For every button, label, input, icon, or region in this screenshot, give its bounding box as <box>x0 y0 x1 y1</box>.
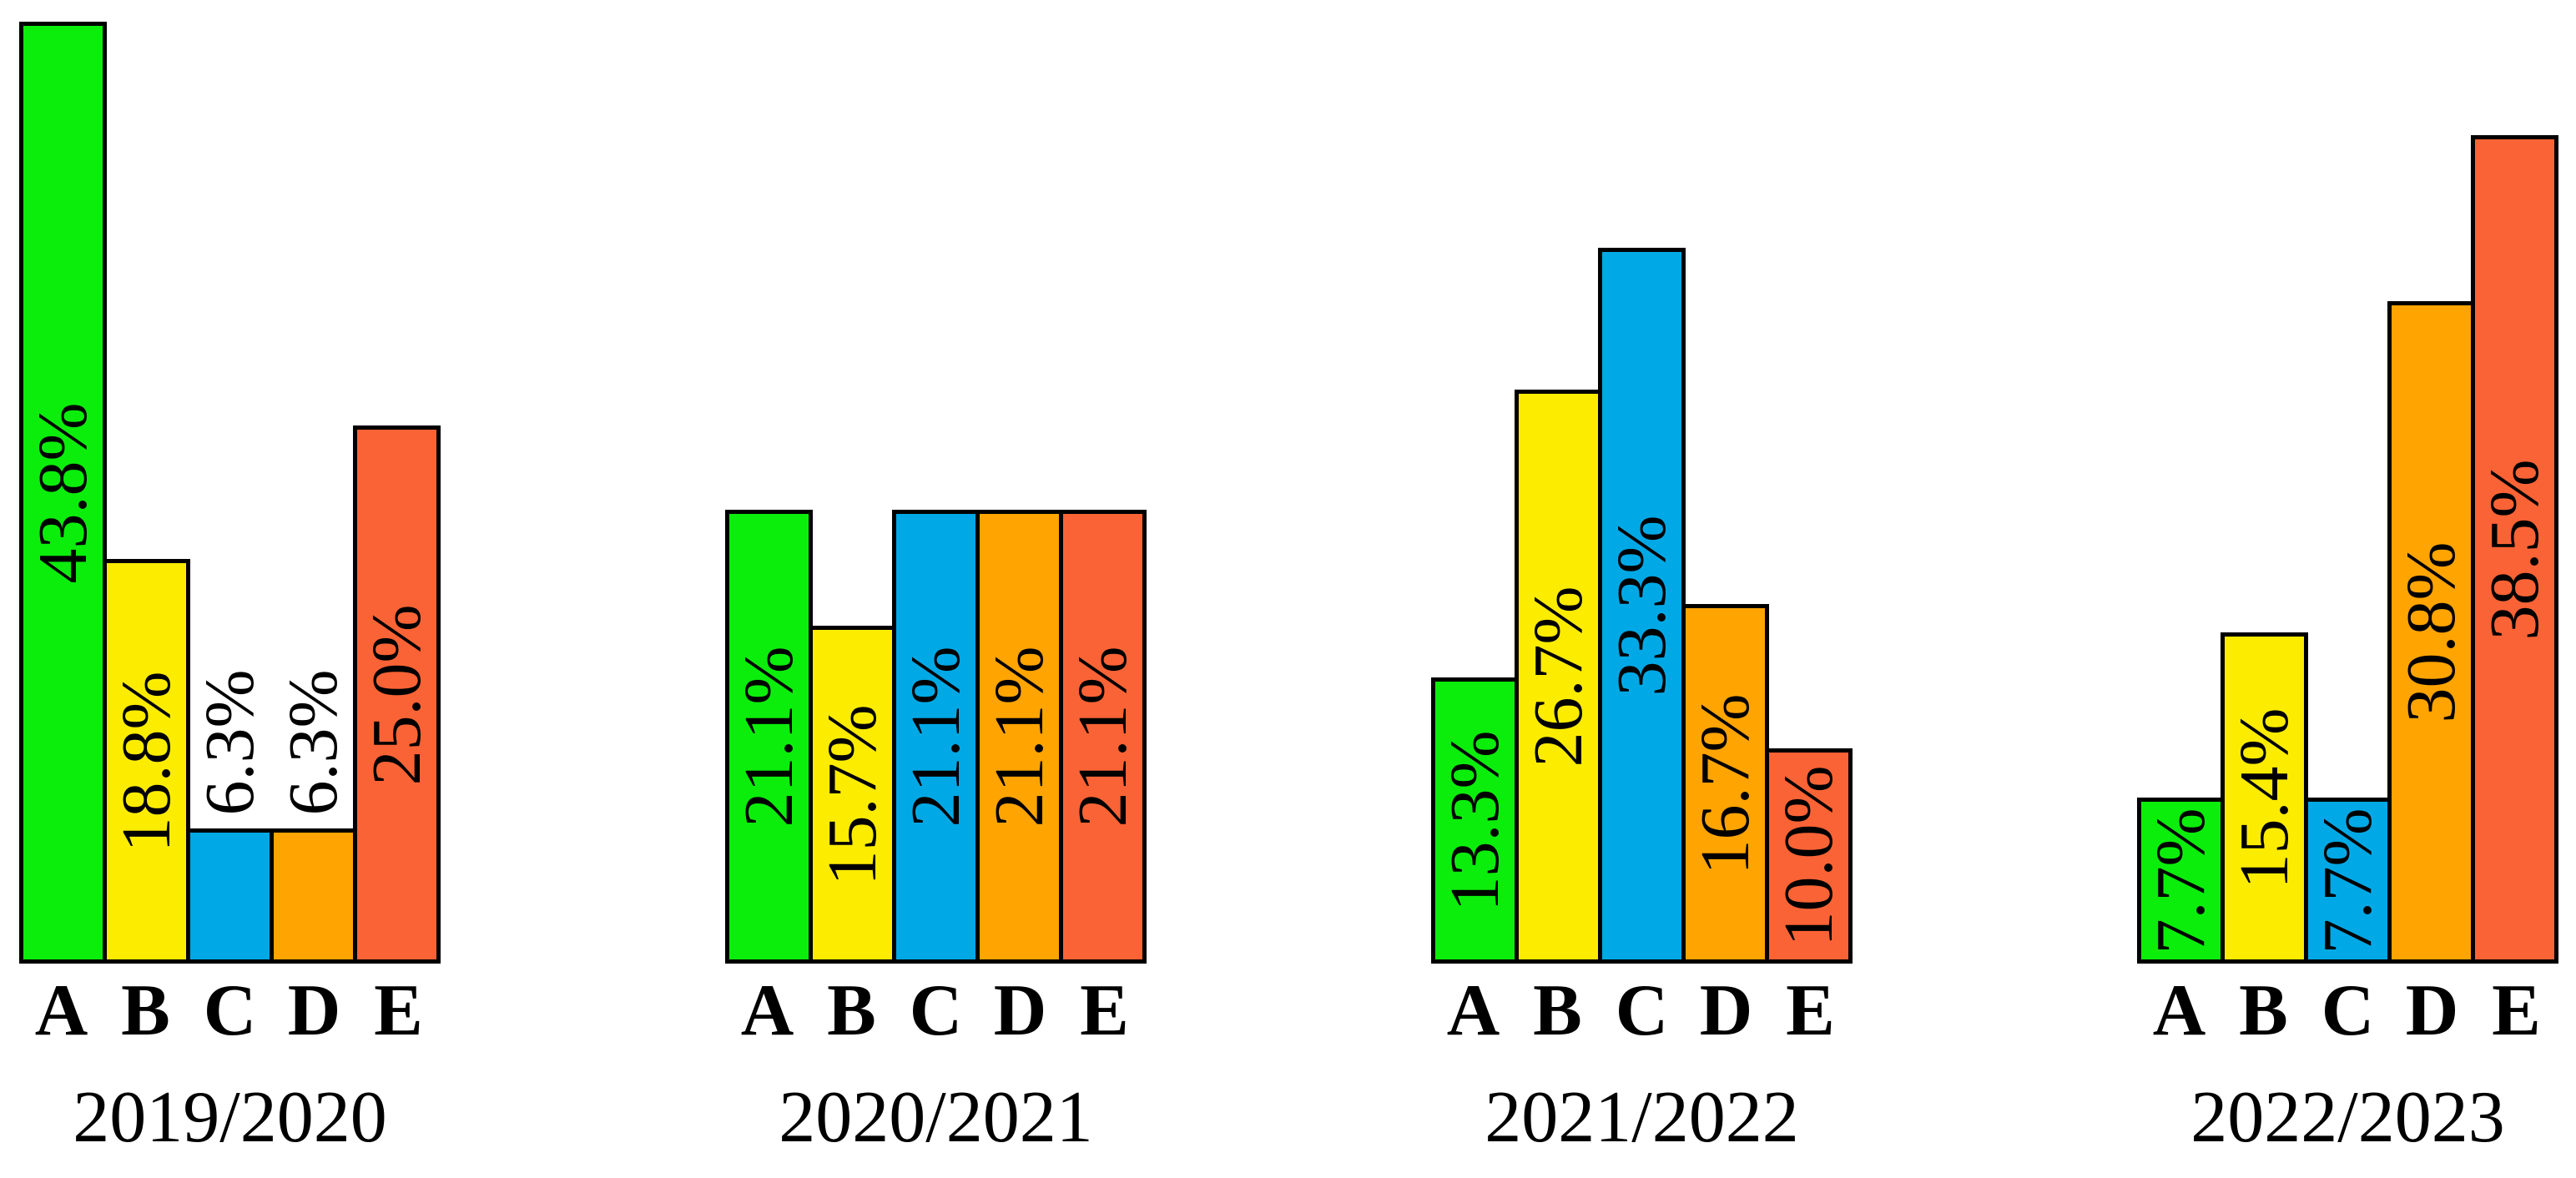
bar-D: 30.8% <box>2387 301 2475 964</box>
bar-D: 16.7% <box>1681 604 1769 964</box>
category-label-E: E <box>1786 970 1835 1051</box>
bar-value-label: 7.7% <box>2141 808 2220 954</box>
bar-value-label: 21.1% <box>980 646 1058 828</box>
bar-E: 38.5% <box>2471 135 2558 964</box>
bar-value-label: 25.0% <box>357 604 436 785</box>
bar-E: 25.0% <box>353 425 441 964</box>
bar-C: 33.3% <box>1598 248 1686 964</box>
bar-E: 21.1% <box>1059 510 1147 964</box>
bar-value-label: 6.3% <box>274 669 352 816</box>
year-label: 2021/2022 <box>1485 1077 1799 1158</box>
bar-C: 7.7% <box>2304 798 2392 964</box>
bar-value-label: 7.7% <box>2308 808 2387 954</box>
category-label-D: D <box>2405 970 2459 1051</box>
category-label-E: E <box>2492 970 2541 1051</box>
bar-A: 43.8% <box>19 22 107 964</box>
bar-value-label: 43.8% <box>23 402 102 583</box>
bar-value-label: 26.7% <box>1519 586 1597 768</box>
bar-value-label: 16.7% <box>1686 693 1764 874</box>
category-label-C: C <box>1615 970 1669 1051</box>
category-label-C: C <box>2321 970 2375 1051</box>
bar-A: 13.3% <box>1431 677 1519 964</box>
bar-B: 26.7% <box>1515 390 1602 964</box>
bar-group-2022-2023: 7.7% 15.4% 7.7% 30.8% 38.5% <box>2137 0 2558 964</box>
category-label-A: A <box>34 970 88 1051</box>
bar-A: 7.7% <box>2137 798 2225 964</box>
bar-value-label: 30.8% <box>2392 541 2470 723</box>
bar-value-label: 6.3% <box>190 669 269 816</box>
year-label: 2022/2023 <box>2190 1077 2505 1158</box>
category-label-D: D <box>1699 970 1753 1051</box>
category-label-E: E <box>374 970 423 1051</box>
bar-B: 18.8% <box>103 559 190 964</box>
bar-group-2020-2021: 21.1% 15.7% 21.1% 21.1% 21.1% <box>725 0 1147 964</box>
bar-value-label: 21.1% <box>729 646 808 828</box>
bar-D: 21.1% <box>975 510 1063 964</box>
bar-C: 6.3% <box>186 670 274 964</box>
bar-value-label: 18.8% <box>107 671 185 852</box>
category-label-B: B <box>121 970 170 1051</box>
category-label-D: D <box>287 970 341 1051</box>
category-label-A: A <box>740 970 794 1051</box>
bar-value-label: 33.3% <box>1602 515 1681 697</box>
bar-value-label: 10.0% <box>1769 765 1848 947</box>
year-label: 2019/2020 <box>73 1077 387 1158</box>
bar-value-label: 15.4% <box>2225 707 2303 889</box>
year-label: 2020/2021 <box>779 1077 1093 1158</box>
bar-value-label: 13.3% <box>1435 730 1514 911</box>
bar-D: 6.3% <box>270 670 357 964</box>
bar-value-label: 38.5% <box>2475 459 2553 640</box>
category-label-D: D <box>993 970 1047 1051</box>
bar-C: 21.1% <box>892 510 980 964</box>
category-label-C: C <box>909 970 963 1051</box>
bar-E: 10.0% <box>1765 748 1853 964</box>
category-label-E: E <box>1080 970 1129 1051</box>
bar-group-2019-2020: 43.8% 18.8% 6.3% 6.3% 25.0% <box>19 0 441 964</box>
category-label-A: A <box>2152 970 2206 1051</box>
bar-group-2021-2022: 13.3% 26.7% 33.3% 16.7% 10.0% <box>1431 0 1853 964</box>
category-label-B: B <box>827 970 876 1051</box>
bar-B: 15.4% <box>2221 632 2308 964</box>
bar-value-label: 21.1% <box>896 646 975 828</box>
category-label-C: C <box>203 970 257 1051</box>
bar-B: 15.7% <box>809 626 896 964</box>
bar-A: 21.1% <box>725 510 813 964</box>
category-label-B: B <box>1533 970 1582 1051</box>
category-label-B: B <box>2239 970 2288 1051</box>
bar-value-label: 15.7% <box>813 704 891 885</box>
category-label-A: A <box>1446 970 1500 1051</box>
bar-value-label: 21.1% <box>1063 646 1142 828</box>
